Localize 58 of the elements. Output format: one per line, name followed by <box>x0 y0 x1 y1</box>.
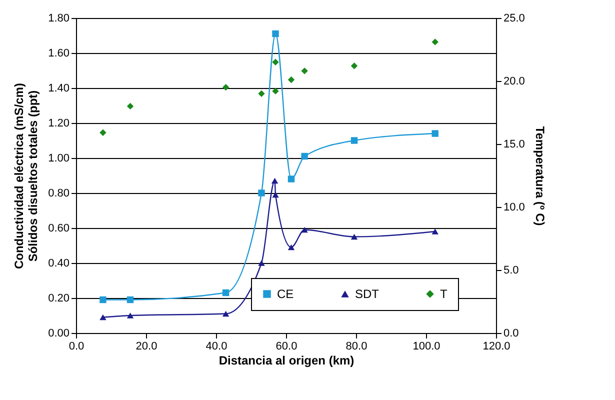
point <box>432 130 438 137</box>
y2-tick-label: 0.0 <box>504 328 519 340</box>
x-axis-title: Distancia al origen (km) <box>218 354 354 368</box>
legend-label: T <box>440 287 448 301</box>
point <box>272 30 279 38</box>
point <box>301 226 308 233</box>
legend-label: SDT <box>355 287 380 301</box>
y-tick-label: 0.80 <box>48 188 70 200</box>
point <box>432 228 438 234</box>
point <box>350 137 358 144</box>
point <box>100 129 106 136</box>
y-tick-label: 1.80 <box>48 12 70 24</box>
y2-tick-label: 15.0 <box>504 138 525 150</box>
point <box>126 102 134 110</box>
y-tick-label: 1.40 <box>48 82 70 94</box>
y-tick-label: 1.60 <box>48 48 70 60</box>
y-tick-label: 1.20 <box>48 118 70 130</box>
x-tick-label: 120.0 <box>482 340 510 352</box>
y-axis-title: Conductividad eléctrica (mS/cm) Sólidos disueltos totales (ppt) <box>12 82 40 270</box>
point <box>272 88 279 94</box>
point <box>100 296 106 304</box>
x-tick-label: 20.0 <box>136 340 158 352</box>
point <box>301 68 308 74</box>
y2-tick-label: 20.0 <box>504 76 525 88</box>
point <box>126 312 134 318</box>
point <box>271 178 278 184</box>
point <box>222 84 230 91</box>
y-tick-label: 0.20 <box>48 292 70 304</box>
point <box>301 152 308 160</box>
y2-tick-label: 10.0 <box>504 202 525 214</box>
y-tick-label: 0.00 <box>48 328 70 340</box>
point <box>258 90 265 97</box>
y-tick-label: 1.00 <box>48 152 70 164</box>
x-tick-label: 40.0 <box>206 340 228 352</box>
x-tick-label: 60.0 <box>276 340 298 352</box>
point <box>222 310 230 317</box>
point <box>288 244 295 250</box>
point <box>126 296 134 304</box>
x-tick-label: 80.0 <box>346 340 368 352</box>
point <box>258 260 265 266</box>
point <box>288 176 295 182</box>
x-tick-label: 0.0 <box>68 340 84 352</box>
point <box>272 58 279 66</box>
y-tick-label: 0.60 <box>48 222 70 234</box>
y2-tick-label: 25.0 <box>504 12 525 24</box>
point <box>222 289 230 296</box>
point <box>288 76 295 84</box>
point <box>272 192 279 198</box>
y-tick-label: 0.40 <box>48 258 70 270</box>
y2-axis-title: Temperatura (º C) <box>532 126 547 226</box>
point <box>350 234 358 240</box>
y2-tick-label: 5.0 <box>504 264 519 276</box>
point <box>100 314 106 320</box>
point <box>258 190 265 196</box>
point <box>432 38 438 46</box>
point <box>350 62 358 70</box>
x-tick-label: 100.0 <box>412 340 440 352</box>
legend-label: CE <box>277 287 294 301</box>
